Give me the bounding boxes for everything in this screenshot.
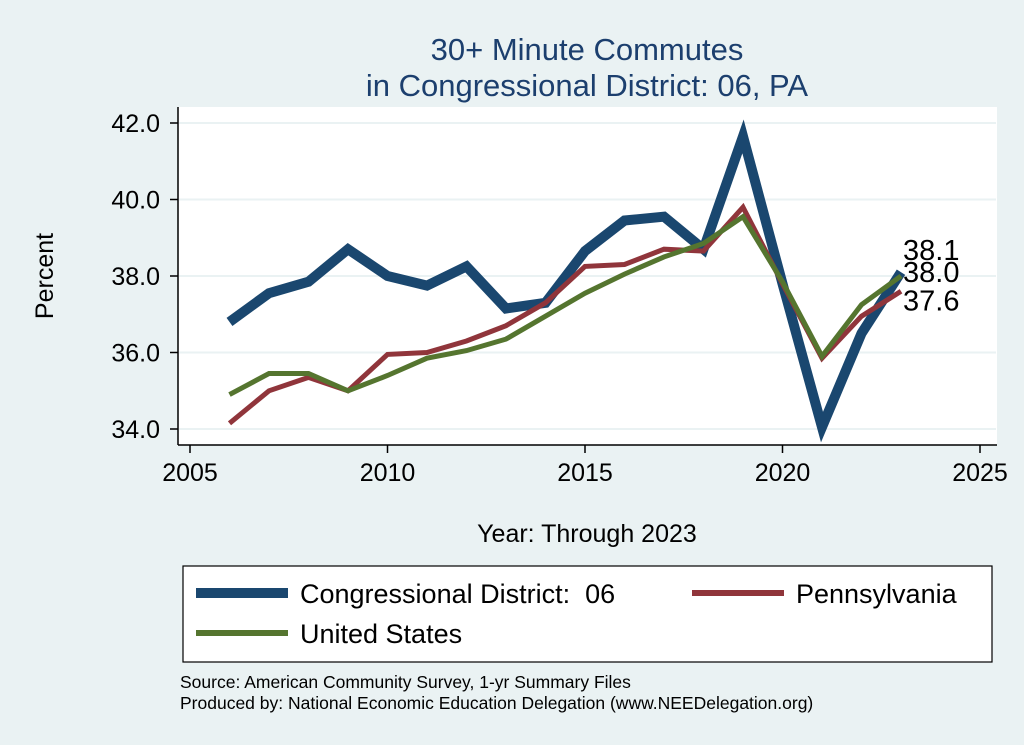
x-tick-label: 2015	[557, 459, 613, 487]
series-line-united-states	[228, 213, 903, 397]
chart-subtitle: in Congressional District: 06, PA	[366, 68, 809, 103]
y-tick-label: 38.0	[111, 263, 160, 291]
end-label-pennsylvania: 37.6	[903, 285, 959, 317]
x-tick-label: 2025	[952, 459, 1008, 487]
x-axis-title: Year: Through 2023	[477, 520, 697, 548]
series-line-district	[226, 119, 906, 443]
y-tick-label: 36.0	[111, 340, 160, 368]
y-tick-label: 40.0	[111, 187, 160, 215]
end-label-district: 38.1	[903, 235, 959, 267]
legend-item-pennsylvania: Pennsylvania	[692, 579, 958, 609]
legend-item-district: Congressional District: 06	[196, 579, 615, 609]
y-tick-label: 34.0	[111, 416, 160, 444]
y-tick-label: 42.0	[111, 110, 160, 138]
chart-title: 30+ Minute Commutes	[431, 32, 744, 67]
x-tick-label: 2010	[360, 459, 416, 487]
x-tick-label: 2005	[162, 459, 218, 487]
legend-label-pennsylvania: Pennsylvania	[796, 579, 958, 609]
legend-item-united-states: United States	[196, 619, 462, 649]
end-labels: 38.1 37.638.0	[903, 235, 959, 317]
producer-note: Produced by: National Economic Education…	[180, 693, 813, 713]
y-axis-title: Percent	[31, 233, 59, 319]
end-label-united-states: 38.0	[903, 257, 959, 289]
legend-label-district: Congressional District: 06	[300, 579, 615, 609]
x-tick-label: 2020	[755, 459, 811, 487]
legend-label-united-states: United States	[300, 619, 462, 649]
source-note: Source: American Community Survey, 1-yr …	[180, 672, 631, 692]
axes: 34.0 36.0 38.0 40.0 42.0 2005 2010 2015 2020 2025	[111, 107, 1008, 487]
series	[226, 119, 906, 443]
legend	[182, 565, 993, 663]
